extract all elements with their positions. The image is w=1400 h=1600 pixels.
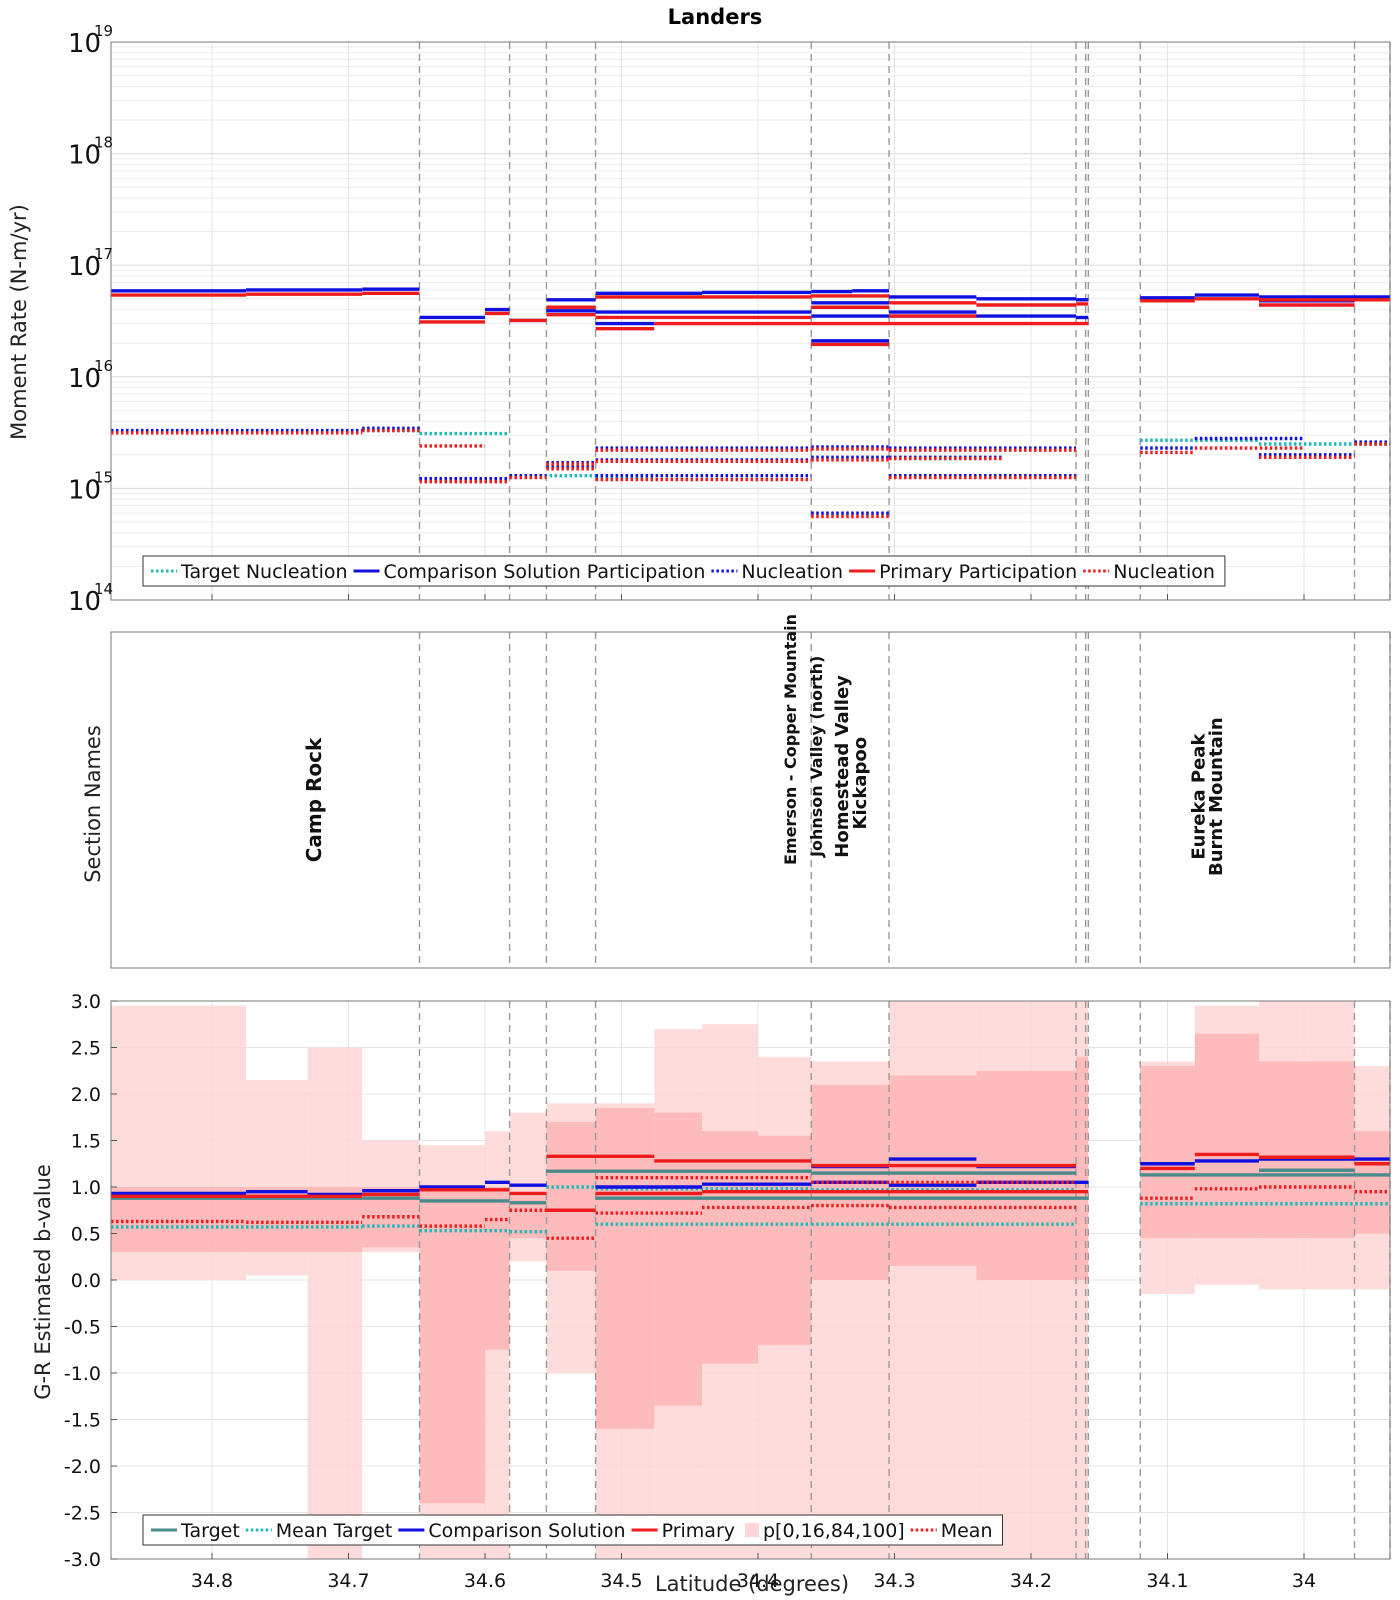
percentile-band-inner (1076, 1056, 1089, 1280)
percentile-band-inner (485, 1187, 510, 1350)
moment-legend-label: Nucleation (1113, 561, 1215, 583)
section-name-label: Homestead Valley (832, 675, 853, 858)
y-tick-label: 0.5 (71, 1224, 101, 1246)
percentile-band-inner (889, 1075, 977, 1267)
y-tick-label: -0.5 (64, 1317, 101, 1339)
y-tick-label: -2.0 (64, 1456, 101, 1478)
y-tick-label: 0.0 (71, 1270, 101, 1292)
y-tick-label: 10 (68, 141, 101, 171)
percentile-band-inner (595, 1107, 655, 1429)
percentile-band-inner (1354, 1131, 1390, 1234)
percentile-band-inner (1194, 1033, 1259, 1239)
bvalue-legend-label: p[0,16,84,100] (763, 1520, 905, 1542)
percentile-band-inner (1140, 1066, 1195, 1239)
y-tick-label: -1.5 (64, 1410, 101, 1432)
y-tick-exponent: 19 (94, 22, 113, 40)
y-tick-exponent: 16 (94, 357, 113, 375)
x-tick-label: 34 (1292, 1570, 1316, 1592)
bvalue-legend-swatch (745, 1523, 759, 1537)
chart-title: Landers (668, 5, 763, 29)
y-tick-label: 10 (68, 364, 101, 394)
y-axis-label-moment: Moment Rate (N-m/yr) (7, 204, 31, 440)
section-name-label: Johnson Valley (north) (807, 656, 826, 858)
percentile-band-outer (307, 1047, 363, 1559)
moment-plot-frame (110, 41, 1391, 601)
x-axis-label: Latitude (degrees) (655, 1572, 849, 1596)
y-axis-label-bvalue: G-R Estimated b-value (31, 1164, 55, 1400)
percentile-band-inner (758, 1135, 812, 1346)
x-tick-label: 34.1 (1146, 1570, 1188, 1592)
x-tick-label: 34.4 (737, 1570, 779, 1592)
x-tick-label: 34.3 (873, 1570, 915, 1592)
y-tick-exponent: 17 (94, 245, 113, 263)
y-tick-label: -1.0 (64, 1363, 101, 1385)
y-tick-label: -3.0 (64, 1549, 101, 1571)
y-tick-label: 2.5 (71, 1038, 101, 1060)
y-tick-exponent: 18 (94, 134, 113, 152)
section-name-label: Emerson - Copper Mountain (781, 614, 800, 865)
percentile-band-inner (1258, 1061, 1355, 1239)
percentile-band-inner (702, 1131, 759, 1364)
x-tick-label: 34.5 (600, 1570, 642, 1592)
section-name-label: Burnt Mountain (1206, 717, 1227, 876)
percentile-band-inner (546, 1121, 596, 1271)
bvalue-legend-label: Primary (662, 1520, 735, 1542)
y-tick-label: 10 (68, 587, 101, 617)
percentile-band-inner (654, 1112, 703, 1406)
y-tick-label: 10 (68, 29, 101, 59)
y-tick-label: 1.5 (71, 1131, 101, 1153)
bvalue-legend-label: Mean Target (276, 1520, 393, 1542)
y-tick-exponent: 15 (94, 468, 113, 486)
b-value-panel: -3.0 -2.5 -2.0 -1.5 -1.0 -0.5 0.0 0.5 1.0 1.5 2.0 2… (64, 991, 1391, 1592)
y-tick-label: 10 (68, 252, 101, 282)
y-tick-label: 3.0 (71, 991, 101, 1013)
percentile-band-outer (509, 1112, 547, 1262)
moment-legend-label: Primary Participation (879, 561, 1077, 583)
section-name-label: Kickapoo (850, 737, 871, 830)
moment-legend-label: Target Nucleation (180, 561, 348, 583)
percentile-band-inner (976, 1070, 1077, 1280)
section-name-label: Eureka Peak (1188, 733, 1209, 860)
bvalue-legend-label: Comparison Solution (428, 1520, 625, 1542)
y-tick-exponent: 14 (94, 580, 113, 598)
x-tick-label: 34.8 (191, 1570, 233, 1592)
y-tick-label: 10 (68, 475, 101, 505)
sections-plot-frame (110, 631, 1391, 969)
moment-legend-label: Comparison Solution Participation (384, 561, 706, 583)
y-tick-label: 2.0 (71, 1084, 101, 1106)
moment-legend-box (142, 555, 1226, 587)
y-tick-label: 1.0 (71, 1177, 101, 1199)
bvalue-legend-box (142, 1514, 1003, 1546)
x-tick-label: 34.2 (1010, 1570, 1052, 1592)
moment-legend-label: Nucleation (741, 561, 843, 583)
y-tick-label: -2.5 (64, 1503, 101, 1525)
x-tick-label: 34.7 (327, 1570, 369, 1592)
section-name-label: Camp Rock (302, 737, 326, 862)
y-axis-label-sections: Section Names (81, 725, 105, 883)
x-tick-label: 34.6 (464, 1570, 506, 1592)
section-names-panel: Camp Rock Emerson - Copper Mountain Johnso… (110, 614, 1391, 969)
bvalue-legend-label: Target (180, 1520, 240, 1542)
percentile-band-inner (419, 1191, 486, 1504)
bvalue-legend-label: Mean (941, 1520, 993, 1542)
